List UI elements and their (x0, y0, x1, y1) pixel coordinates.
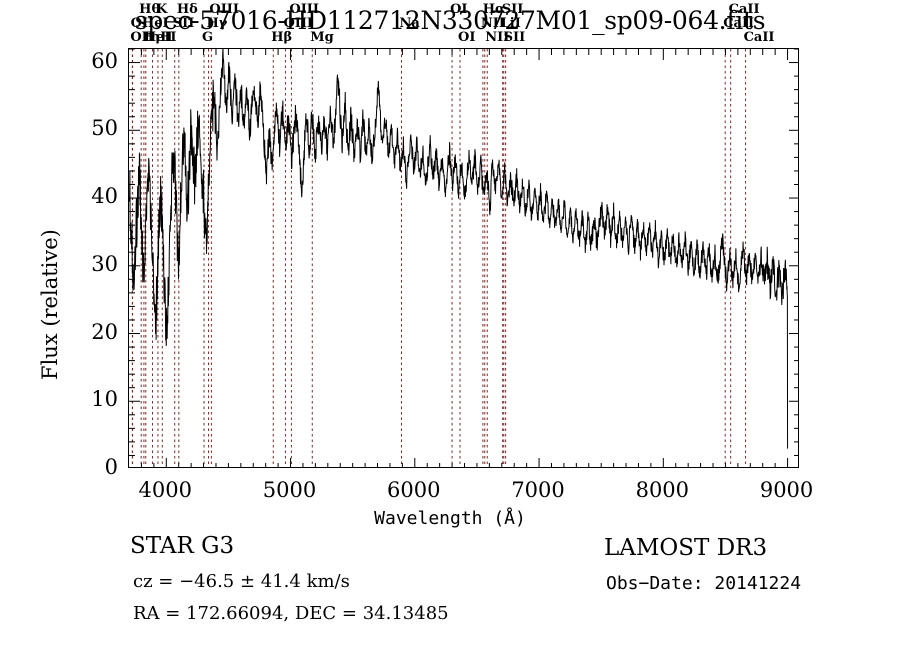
line-label-SII-6731: SII (503, 30, 526, 45)
line-label-SII-6716: SII (501, 2, 524, 17)
line-label-Mg-5175: Mg (310, 30, 334, 45)
x-tick-label-6000: 6000 (387, 478, 441, 502)
line-label-OIII-4363: OIII (209, 2, 239, 17)
line-label-SII-4068: SII (172, 16, 195, 31)
y-tick-label-50: 50 (91, 116, 118, 141)
spectrum-trace (129, 49, 789, 449)
y-tick-label-0: 0 (104, 455, 118, 479)
line-label-OII-3729: OII (130, 16, 155, 31)
line-label-H-4340: Hγ (206, 16, 228, 31)
x-tick-label-9000: 9000 (759, 478, 814, 502)
marker-line-group (131, 49, 747, 467)
line-label-OIII-5007: OIII (289, 2, 319, 17)
x-tick-label-5000: 5000 (262, 478, 317, 502)
x-tick-label-4000: 4000 (138, 478, 192, 502)
x-tick-label-7000: 7000 (511, 478, 565, 502)
plot-canvas (129, 49, 798, 467)
line-label-OI-6364: OI (458, 30, 476, 45)
line-label-CaII-8662: CaII (743, 30, 775, 45)
line-label-NII-6548: NII (480, 16, 505, 31)
axis-tick-group (129, 49, 798, 467)
line-label-NII-6583: NII (485, 30, 510, 45)
spectrum-plot (128, 48, 799, 468)
line-label-OI-6300: OI (450, 2, 468, 17)
x-tick-label-8000: 8000 (635, 478, 690, 502)
x-axis-label: Wavelength (Å) (374, 508, 526, 529)
line-label-OII-3727: OII (130, 30, 154, 45)
object-class-text: STAR G3 (130, 533, 235, 559)
observation-date-text: Obs−Date: 20141224 (606, 573, 802, 594)
line-label--3889: η (150, 30, 160, 45)
line-label-H-4101: Hδ (176, 2, 198, 17)
line-label-CaII-8542: CaII (728, 2, 760, 17)
line-label-K-3933: K (155, 2, 168, 17)
page-title: spec-57016-HD112712N330727M01_sp09-064.f… (134, 6, 766, 35)
line-label-CaII-8498: CaII (723, 16, 755, 31)
line-label-OIII-4959: OIII (283, 16, 314, 31)
survey-name-text: LAMOST DR3 (604, 535, 768, 561)
y-tick-label-60: 60 (91, 48, 118, 73)
coordinates-text: RA = 172.66094, DEC = 34.13485 (133, 603, 449, 624)
y-axis-label: Flux (relative) (38, 229, 62, 380)
line-label-Na-5893: Na (399, 16, 420, 31)
y-tick-label-30: 30 (91, 251, 118, 276)
spectrum-svg (129, 49, 798, 467)
y-tick-label-40: 40 (91, 184, 118, 209)
line-label-H-4861: Hβ (271, 30, 293, 45)
line-label-HeII-3835: HeII (143, 30, 177, 45)
y-tick-label-20: 20 (91, 319, 118, 344)
line-label-LiI-6707: LiI (500, 16, 521, 31)
line-label-HeI-3820: HeI (141, 16, 169, 31)
y-tick-label-10: 10 (91, 387, 118, 412)
line-label-G-4304: G (202, 30, 214, 45)
redshift-velocity-text: cz = −46.5 ± 41.4 km/s (133, 571, 350, 592)
line-label-H-3798: Hθ (139, 2, 161, 17)
line-label-H-3968: H (160, 30, 173, 45)
line-label-H-6563: Hα (482, 2, 506, 17)
